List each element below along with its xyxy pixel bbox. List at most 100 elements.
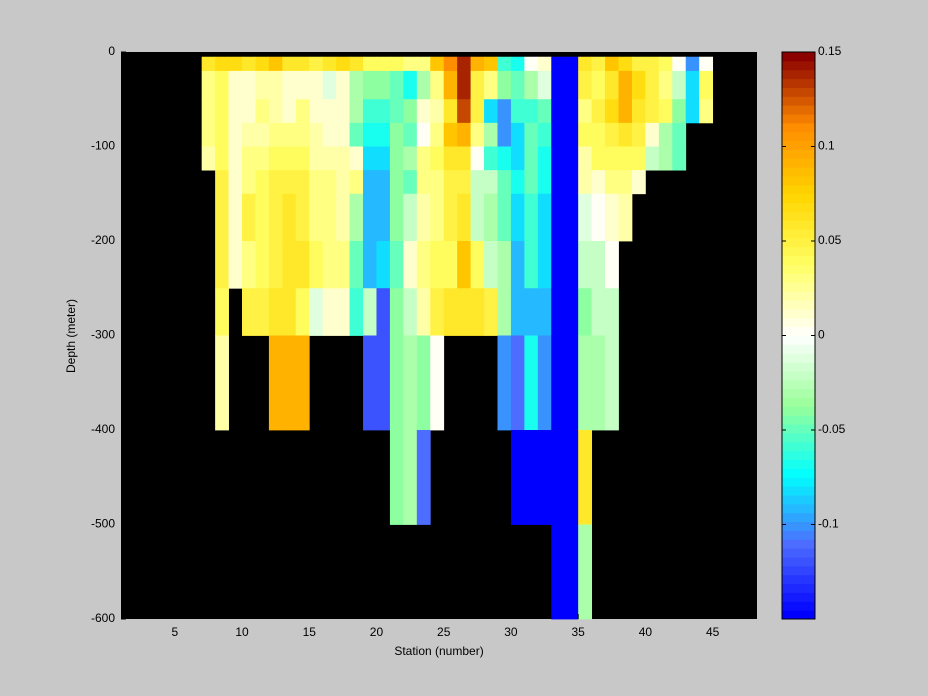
heatmap-cell [578,524,593,620]
heatmap-cell [416,70,431,100]
heatmap-cell [215,99,229,124]
heatmap-cell [389,170,404,195]
heatmap-cell [268,170,283,195]
heatmap-cell [242,122,256,147]
heatmap-cell [309,288,324,336]
colorbar-cell [782,78,815,88]
heatmap-cell [578,56,593,72]
heatmap-cell [497,170,512,195]
heatmap-cell [336,170,350,195]
heatmap-cell [591,170,606,195]
heatmap-cell [591,335,606,431]
heatmap-cell [510,146,525,171]
heatmap-cell [255,99,270,124]
heatmap-cell [564,70,579,100]
x-tick-label: 35 [571,625,585,639]
heatmap-cell [242,241,256,289]
heatmap-cell [282,193,297,242]
heatmap-cell [551,122,566,147]
heatmap-cell [524,99,539,124]
heatmap-cell [282,170,297,195]
heatmap-cell [336,241,350,289]
colorbar-cell [782,282,815,292]
colorbar-cell [782,69,815,80]
x-tick-label: 45 [706,625,720,639]
heatmap-cell [443,122,458,147]
heatmap-cell [282,146,297,171]
heatmap-cell [591,70,606,100]
colorbar-cell [782,193,815,204]
heatmap-cell [403,146,418,171]
heatmap-cell [363,241,377,289]
heatmap-cell [497,241,512,289]
colorbar-cell [782,87,815,97]
heatmap-cell [336,193,350,242]
colorbar-cell [782,96,815,106]
heatmap-cell [416,241,431,289]
heatmap-cell [591,122,606,147]
heatmap-cell [363,288,377,336]
heatmap-cell [389,193,404,242]
colorbar-cell [782,291,815,301]
heatmap-cell [631,56,646,72]
colorbar-cell [782,184,815,195]
colorbar-cell [782,105,815,115]
colorbar-cell [782,503,815,514]
heatmap-cell [645,70,660,100]
heatmap-cell [322,241,337,289]
colorbar-cell [782,326,815,336]
heatmap-cell [551,99,566,124]
heatmap-cell [551,524,566,620]
heatmap-cell [295,99,310,124]
heatmap-cell [376,241,391,289]
heatmap-cell [295,56,310,72]
heatmap-cell [201,99,216,124]
heatmap-cell [201,56,216,72]
heatmap-cell [295,241,310,289]
colorbar-cell [782,362,815,372]
heatmap-cell [349,146,364,171]
heatmap-cell [255,193,270,242]
colorbar-cell [782,140,815,150]
heatmap-cell [268,241,283,289]
heatmap-cell [295,335,310,431]
heatmap-cell [416,288,431,336]
colorbar-cell [782,220,815,230]
heatmap-cell [430,56,445,72]
heatmap-cell [443,288,458,336]
colorbar-cell [782,255,815,266]
colorbar-cell [782,131,815,142]
heatmap-cell [645,99,660,124]
heatmap-cell [389,122,404,147]
heatmap-cell [510,241,525,289]
heatmap-cell [672,70,687,100]
heatmap-cell [470,170,485,195]
heatmap-cell [470,56,485,72]
colorbar-cell [782,211,815,221]
heatmap-cell [578,288,593,336]
heatmap-cell [457,56,471,72]
heatmap-cell [510,193,525,242]
heatmap-cell [524,241,539,289]
heatmap-cell [443,170,458,195]
heatmap-cell [430,241,445,289]
heatmap-cell [363,335,377,431]
colorbar-tick-label: 0.1 [818,139,835,153]
colorbar-cell [782,521,815,531]
heatmap-cell [618,146,633,171]
heatmap-cell [470,99,485,124]
heatmap-cell [537,99,552,124]
heatmap-cell [470,146,485,171]
heatmap-cell [416,122,431,147]
heatmap-cell [497,56,512,72]
heatmap-cell [605,56,619,72]
heatmap-cell [658,70,673,100]
heatmap-cell [255,70,270,100]
heatmap-cell [605,70,619,100]
heatmap-cell [484,122,498,147]
colorbar-cell [782,512,815,523]
heatmap-cell [645,146,660,171]
heatmap-cell [443,193,458,242]
